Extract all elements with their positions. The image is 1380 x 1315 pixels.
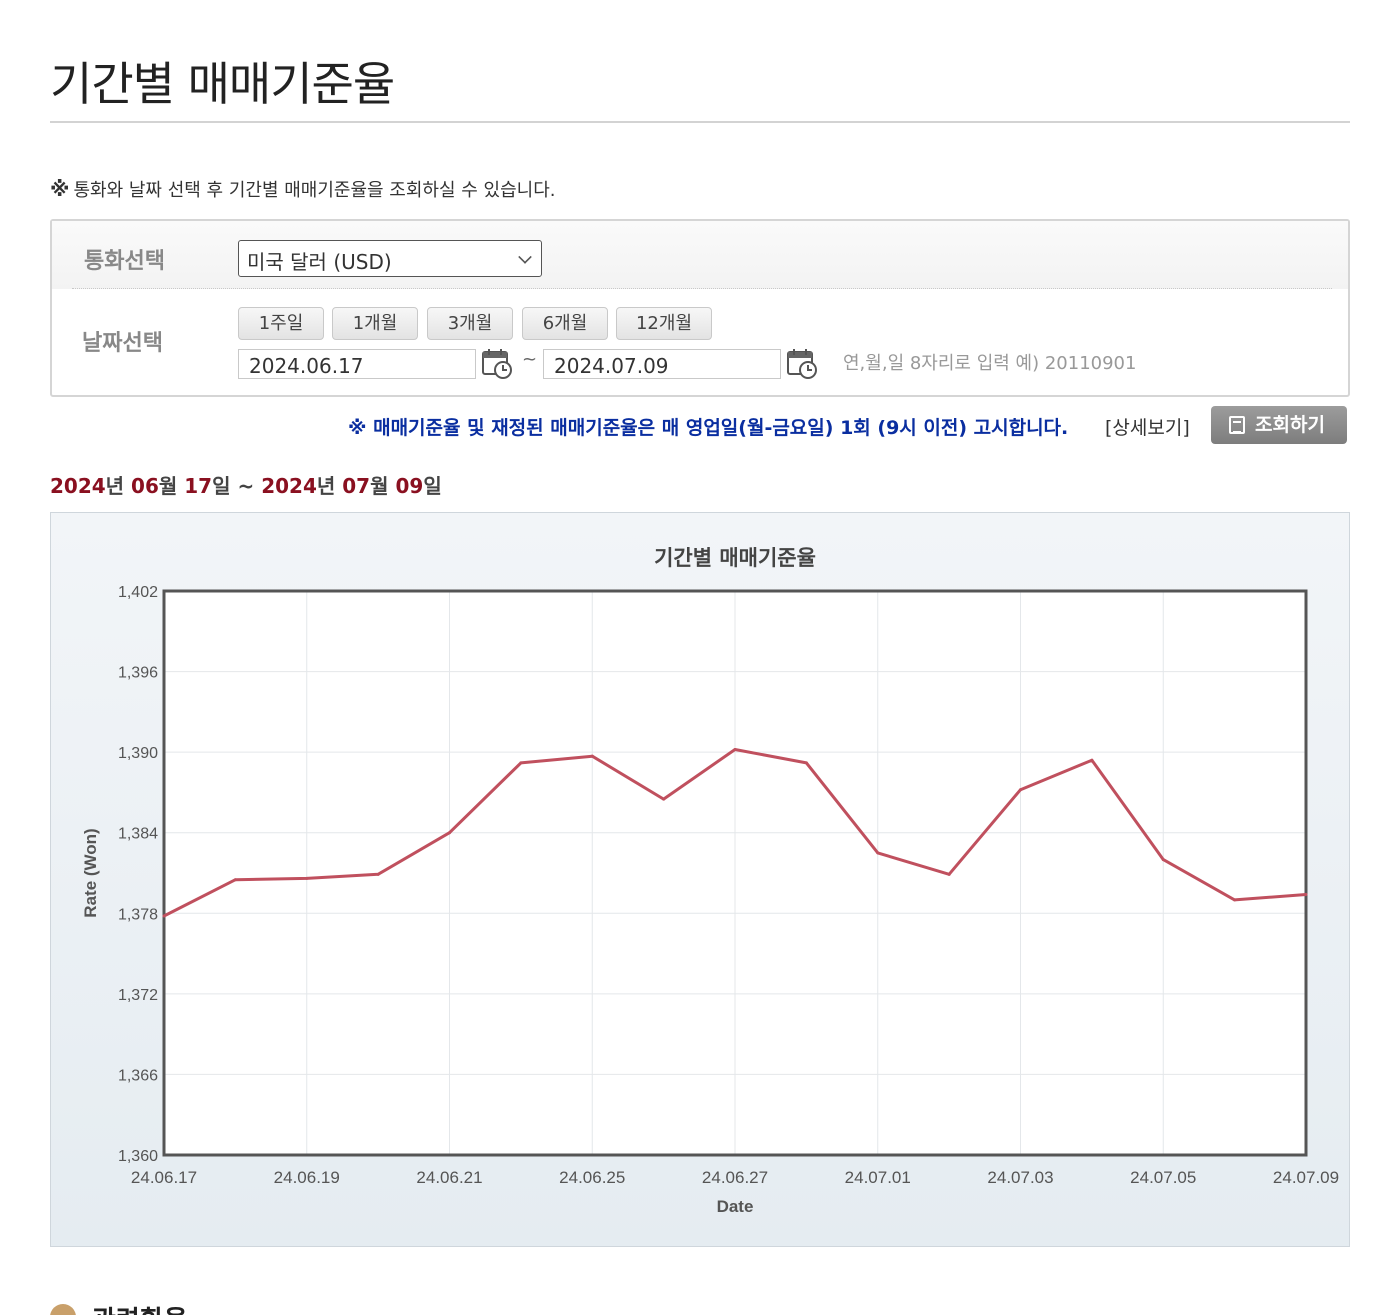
range-end-month: 07 <box>342 474 371 498</box>
notice-text: ※ 통화와 날짜 선택 후 기간별 매매기준율을 조회하실 수 있습니다. <box>50 176 556 202</box>
y-tick-label: 1,366 <box>118 1067 158 1084</box>
data-point <box>947 872 951 876</box>
end-date-input[interactable]: 2024.07.09 <box>543 349 781 379</box>
x-tick-label: 24.07.01 <box>845 1168 911 1187</box>
data-point <box>1233 898 1237 902</box>
range-month-suffix: 월 <box>158 474 185 498</box>
range-month-suffix: 월 <box>370 474 396 498</box>
plot-border <box>162 589 1308 1157</box>
currency-select[interactable]: 미국 달러 (USD) <box>238 240 542 277</box>
currency-select-value: 미국 달러 (USD) <box>247 250 392 274</box>
range-start-day: 17 <box>184 474 213 498</box>
range-end-year: 2024 <box>261 474 317 498</box>
data-point <box>662 797 666 801</box>
page-title: 기간별 매매기준율 <box>50 57 395 111</box>
x-tick-label: 24.07.05 <box>1130 1168 1196 1187</box>
data-point <box>733 747 737 751</box>
document-icon <box>1229 416 1245 434</box>
range-end-day: 09 <box>395 474 424 498</box>
y-axis-label: Rate (Won) <box>81 828 100 917</box>
range-year-suffix: 년 <box>316 474 343 498</box>
data-point <box>162 914 166 918</box>
data-point <box>305 876 309 880</box>
period-button-12months[interactable]: 12개월 <box>616 307 712 340</box>
range-day-suffix: 일 ~ <box>212 474 262 498</box>
y-tick-label: 1,378 <box>118 906 158 923</box>
y-tick-label: 1,396 <box>118 665 158 682</box>
chart-title: 기간별 매매기준율 <box>654 546 816 570</box>
period-button-6months[interactable]: 6개월 <box>522 307 608 340</box>
data-point <box>376 872 380 876</box>
period-button-1week[interactable]: 1주일 <box>238 307 324 340</box>
x-tick-label: 24.06.27 <box>702 1168 768 1187</box>
start-date-input[interactable]: 2024.06.17 <box>238 349 476 379</box>
range-day-suffix: 일 <box>423 474 442 498</box>
section-icon <box>50 1304 76 1315</box>
related-rates-title: 관련환율 <box>92 1300 188 1315</box>
x-tick-label: 24.06.21 <box>416 1168 482 1187</box>
publish-notice: ※ 매매기준율 및 재정된 매매기준율은 매 영업일(월-금요일) 1회 (9시… <box>348 417 1069 439</box>
chevron-down-icon <box>518 250 532 264</box>
rate-chart-svg: 1,360 1,366 1,372 1,378 1,384 1,390 1,396 1,402… <box>81 546 1339 1216</box>
range-start-month: 06 <box>131 474 159 498</box>
y-tick-label: 1,360 <box>118 1148 158 1165</box>
related-rates-heading: 관련환율 <box>50 1300 250 1315</box>
data-point <box>590 754 594 758</box>
x-tick-label: 24.06.25 <box>559 1168 625 1187</box>
x-tick-label: 24.06.19 <box>274 1168 340 1187</box>
notice-message: 통화와 날짜 선택 후 기간별 매매기준율을 조회하실 수 있습니다. <box>73 180 556 201</box>
calendar-icon[interactable] <box>786 347 818 379</box>
title-divider <box>50 121 1350 123</box>
search-panel: 통화선택 미국 달러 (USD) 날짜선택 1주일 1개월 3개월 6개월 12… <box>50 219 1350 397</box>
data-point <box>804 761 808 765</box>
calendar-icon[interactable] <box>481 347 513 379</box>
data-point <box>1090 758 1094 762</box>
notice-mark: ※ <box>50 177 70 201</box>
x-tick-label: 24.06.17 <box>131 1168 197 1187</box>
currency-label: 통화선택 <box>84 249 165 274</box>
date-label: 날짜선택 <box>82 331 163 356</box>
x-tick-label: 24.07.03 <box>987 1168 1053 1187</box>
rate-chart: 1,360 1,366 1,372 1,378 1,384 1,390 1,396 1,402… <box>50 512 1350 1247</box>
data-point <box>1304 892 1308 896</box>
y-tick-label: 1,372 <box>118 987 158 1004</box>
y-tick-label: 1,390 <box>118 745 158 762</box>
period-button-3months[interactable]: 3개월 <box>427 307 513 340</box>
x-axis-label: Date <box>717 1197 754 1216</box>
date-range-separator: ~ <box>522 349 538 370</box>
inquire-button-label: 조회하기 <box>1255 414 1325 436</box>
data-point <box>1019 788 1022 792</box>
y-tick-label: 1,402 <box>118 584 158 601</box>
data-point <box>1161 858 1165 862</box>
range-year-suffix: 년 <box>105 474 132 498</box>
detail-link[interactable]: [상세보기] <box>1105 417 1190 439</box>
row-divider <box>72 288 1332 289</box>
data-point <box>448 831 451 835</box>
data-point <box>233 878 237 882</box>
inquire-button[interactable]: 조회하기 <box>1211 406 1347 444</box>
date-range-heading: 2024년 06월 17일 ~ 2024년 07월 09일 <box>50 470 442 499</box>
x-tick-label: 24.07.09 <box>1273 1168 1339 1187</box>
data-point <box>519 761 523 765</box>
range-start-year: 2024 <box>50 474 106 498</box>
period-button-1month[interactable]: 1개월 <box>332 307 418 340</box>
data-point <box>876 851 880 855</box>
y-tick-label: 1,384 <box>118 826 158 843</box>
date-format-hint: 연,월,일 8자리로 입력 예) 20110901 <box>843 353 1137 374</box>
